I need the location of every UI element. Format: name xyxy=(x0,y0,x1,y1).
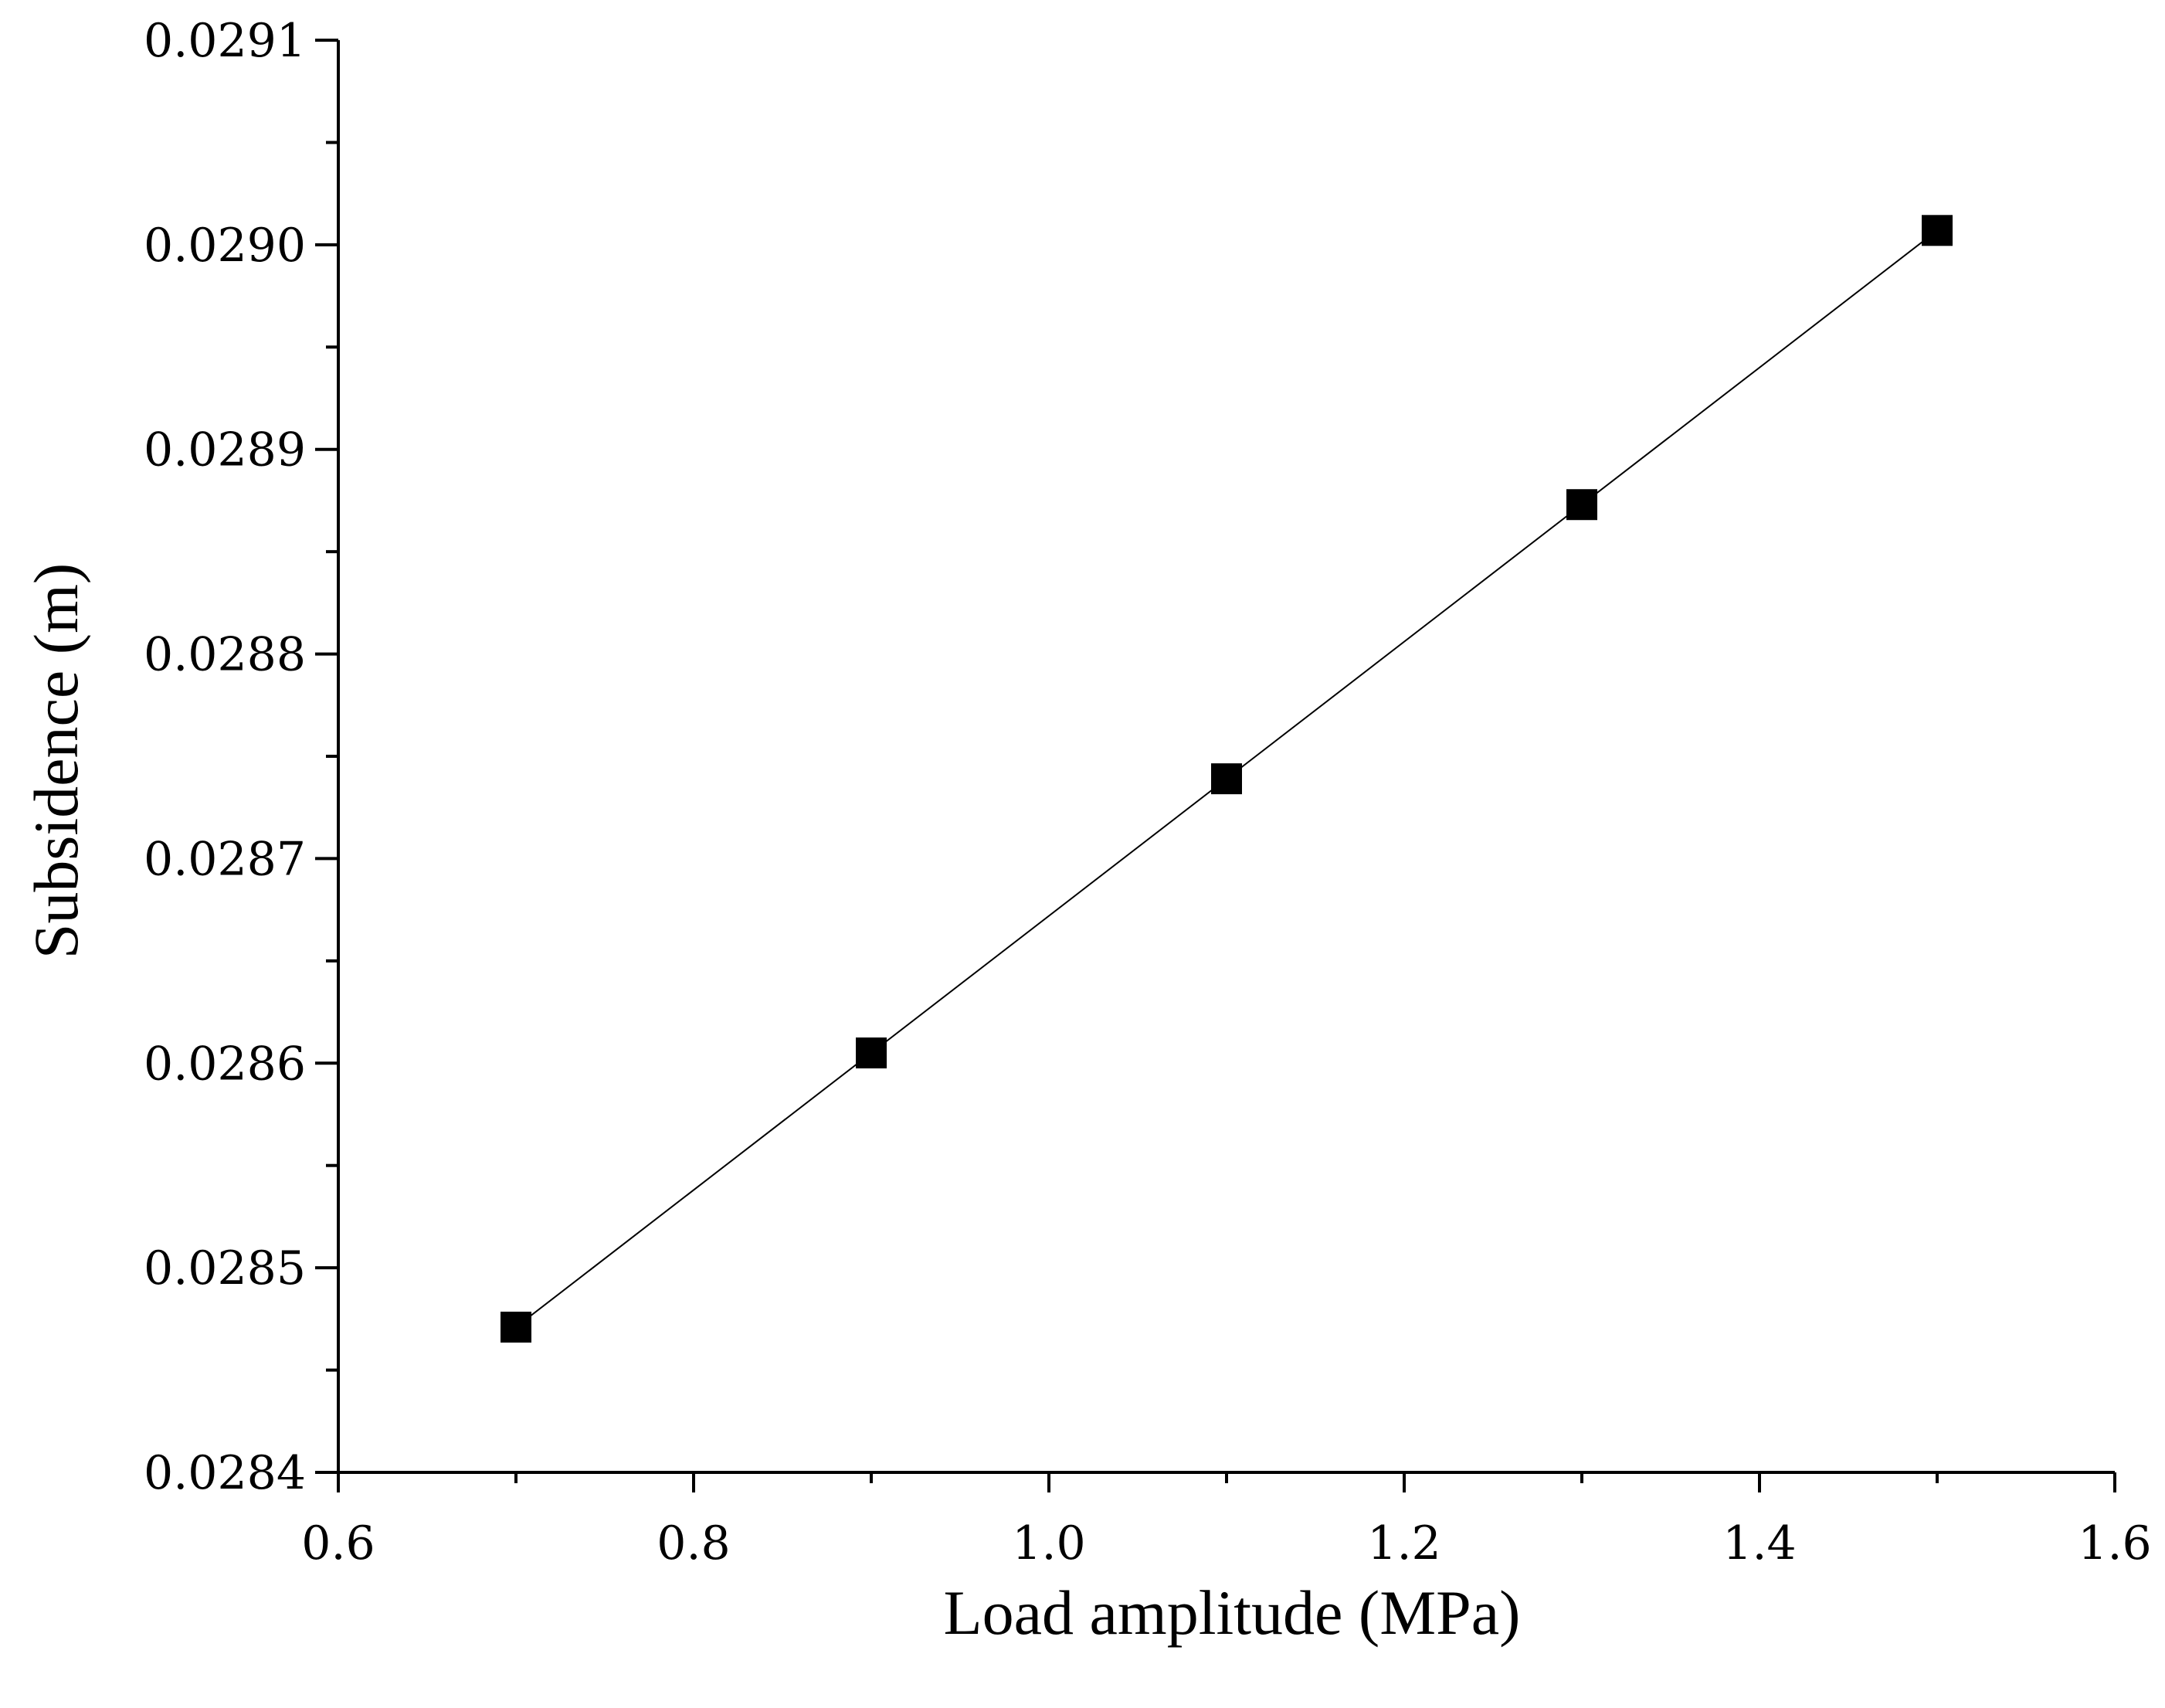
y-tick-label: 0.0286 xyxy=(144,1037,306,1091)
y-tick-label: 0.0288 xyxy=(144,628,306,682)
data-point xyxy=(1922,215,1953,246)
y-tick-label: 0.0284 xyxy=(144,1446,306,1500)
y-tick-label: 0.0290 xyxy=(144,219,306,273)
y-tick-label: 0.0289 xyxy=(144,423,306,477)
axes xyxy=(337,40,2115,1474)
y-axis-title: Subsidence (m) xyxy=(21,563,91,959)
y-tick-label: 0.0287 xyxy=(144,832,306,886)
data-point xyxy=(501,1311,531,1343)
data-point xyxy=(1566,489,1597,521)
data-series xyxy=(501,215,1953,1343)
x-tick-label: 1.0 xyxy=(1012,1516,1085,1570)
y-tick-label: 0.0291 xyxy=(144,14,306,68)
y-axis-ticks: 0.0284 0.0285 0.0286 0.0287 0.0288 0.0289 0.02… xyxy=(144,14,338,1500)
x-tick-label: 1.4 xyxy=(1722,1516,1796,1570)
x-tick-label: 1.2 xyxy=(1367,1516,1441,1570)
x-tick-label: 0.6 xyxy=(301,1516,375,1570)
y-tick-label: 0.0285 xyxy=(144,1241,306,1295)
x-tick-label: 0.8 xyxy=(657,1516,730,1570)
x-axis-title: Load amplitude (MPa) xyxy=(944,1577,1521,1648)
data-point xyxy=(1211,763,1242,795)
data-point xyxy=(856,1037,887,1069)
x-tick-label: 1.6 xyxy=(2078,1516,2151,1570)
x-axis-ticks: 0.6 0.8 1.0 1.2 1.4 1.6 xyxy=(301,1472,2152,1570)
